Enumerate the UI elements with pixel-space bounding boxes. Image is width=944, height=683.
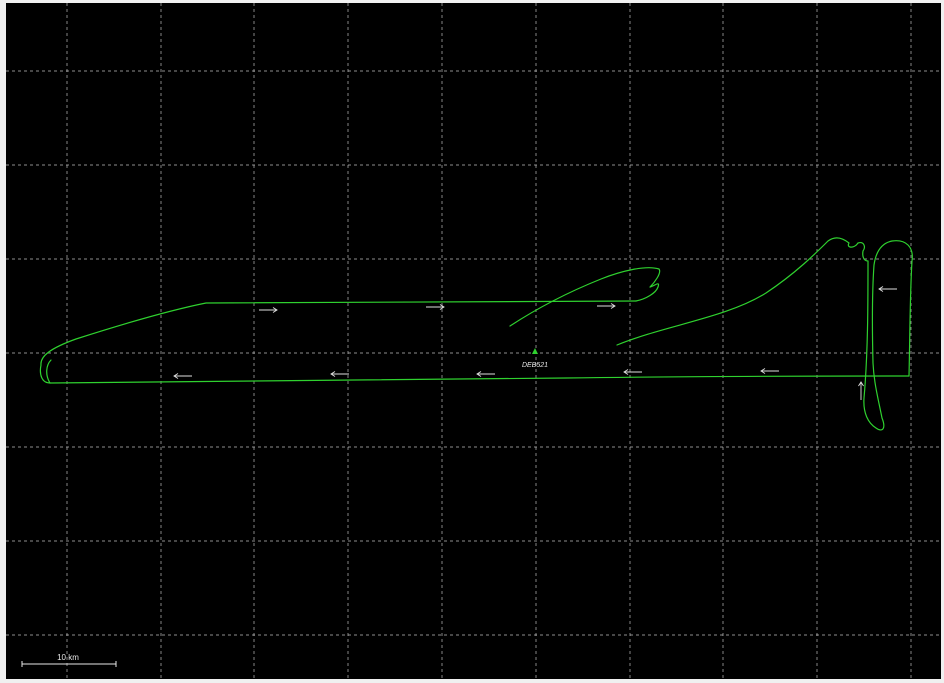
direction-arrow-left-icon [330,371,349,377]
station-label: DEB521 [522,362,548,369]
flight-tracks [39,237,913,431]
flight-track-curl [509,267,661,327]
map-svg: DEB521 10 km [6,3,941,679]
direction-arrow-up-icon [858,381,864,400]
direction-arrow-right-icon [259,307,278,313]
triangle-marker-icon [532,348,538,354]
scale-bar-label: 10 km [57,653,79,662]
direction-arrow-left-icon [476,371,495,377]
direction-arrow-left-icon [623,369,642,375]
map-canvas[interactable]: DEB521 10 km [6,3,941,679]
direction-arrows [173,286,897,400]
flight-track-diagonal [616,237,913,431]
station-marker[interactable]: DEB521 [522,348,548,369]
direction-arrow-right-icon [597,303,616,309]
scale-bar: 10 km [21,653,117,667]
grid-lines [6,3,941,679]
flight-track-west-hook [46,359,52,384]
direction-arrow-left-icon [173,373,192,379]
direction-arrow-left-icon [760,368,779,374]
direction-arrow-right-icon [426,304,445,310]
direction-arrow-left-icon [878,286,897,292]
flight-track-main-loop [39,300,910,384]
